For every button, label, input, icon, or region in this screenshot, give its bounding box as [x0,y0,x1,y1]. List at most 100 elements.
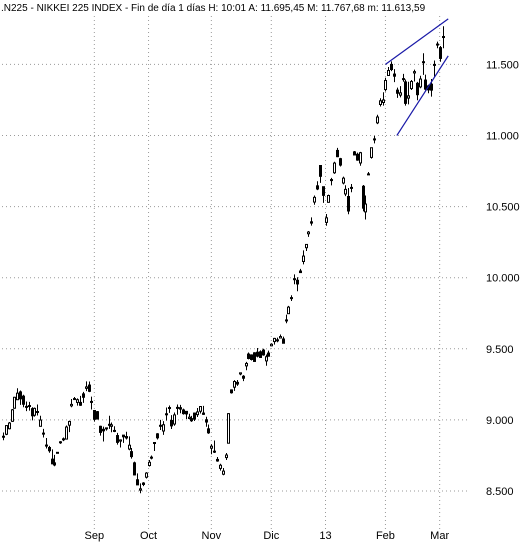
candle [376,114,379,125]
x-tick-label: Nov [202,530,222,542]
candle [202,405,205,415]
candle [350,183,353,193]
candle [285,314,288,324]
candle-body-down [133,462,136,476]
candle-body-up [199,406,202,412]
candle [419,75,422,89]
candle-body-down [116,435,119,443]
candle-body-up [196,411,199,416]
candle-body-up [76,399,79,403]
candle-body-up [413,71,416,74]
candle [342,176,345,185]
candle-body-up [279,336,282,339]
candle [259,350,262,358]
candle-body-up [227,413,230,444]
candle-body-down [353,151,356,156]
candle [148,460,151,467]
candle-body-down [185,410,188,415]
candle [382,92,385,106]
candle [8,422,11,430]
candle [313,195,316,205]
candle-body-up [382,99,385,104]
candle [116,432,119,445]
candle [102,426,105,442]
candle-body-up [422,61,425,64]
candle-body-down [202,412,205,415]
candle-body-up [342,177,345,184]
candle [276,337,279,343]
candle-body-down [310,221,313,224]
candle-body-down [393,73,396,77]
candle [142,482,145,487]
candle [56,451,59,454]
candle-body-up [270,343,273,347]
candle [168,405,171,413]
candle [182,408,185,415]
candle-body-down [99,425,102,433]
x-tick-label: Feb [376,530,395,542]
candle-body-up [13,396,16,409]
candle-body-up [36,411,39,414]
candle [11,408,14,422]
candle-body-down [253,352,256,362]
candle [424,74,427,91]
candle [76,398,79,406]
candle [93,410,96,422]
candle [207,424,210,434]
candle-body-up [176,406,179,409]
candle-body-up [376,116,379,124]
candle [5,425,8,436]
candle-body-down [53,462,56,466]
candle [265,354,268,366]
x-tick-label: Sep [85,530,105,542]
candle [290,295,293,302]
candle [85,381,88,392]
trendlines [385,18,449,136]
candle [113,426,116,433]
candle-body-down [367,173,370,176]
candle-body-up [59,441,62,444]
candle [159,419,162,430]
candle-body-up [313,196,316,203]
candle-body-up [325,217,328,223]
candle-body-down [347,196,350,212]
candle-body-down [285,319,288,322]
candle-body-down [136,479,139,486]
x-tick-label: Dic [263,530,279,542]
y-tick-label: 9.000 [486,415,514,427]
candle [316,181,319,191]
candle [165,407,168,421]
candle-body-up [148,461,151,467]
candle [33,407,36,417]
candle [22,394,25,408]
candle-body-up [153,442,156,445]
candle [387,66,390,77]
candle [302,250,305,265]
candle-body-down [96,411,99,420]
candle [25,401,28,412]
candle-body-up [62,438,65,441]
x-tick-label: Mar [430,530,449,542]
candle-body-down [125,436,128,439]
candle-body-down [256,351,259,357]
candle [130,448,133,459]
candle [133,461,136,476]
candle [156,433,159,440]
x-axis: Sep Oct Nov Dic 13 Feb Mar [85,530,450,542]
candle-body-down [316,185,319,190]
candle [196,407,199,418]
candle-body-down [79,401,82,406]
candle-body-down [88,384,91,392]
candle [36,404,39,416]
candle [413,69,416,82]
candle-body-down [247,353,250,359]
candle [305,243,308,251]
candle [51,449,54,465]
candle [279,334,282,339]
candle-body-down [442,36,445,39]
candle-body-up [165,413,168,416]
candle-body-up [419,78,422,88]
candle-body-down [56,451,59,454]
candle [327,194,330,203]
